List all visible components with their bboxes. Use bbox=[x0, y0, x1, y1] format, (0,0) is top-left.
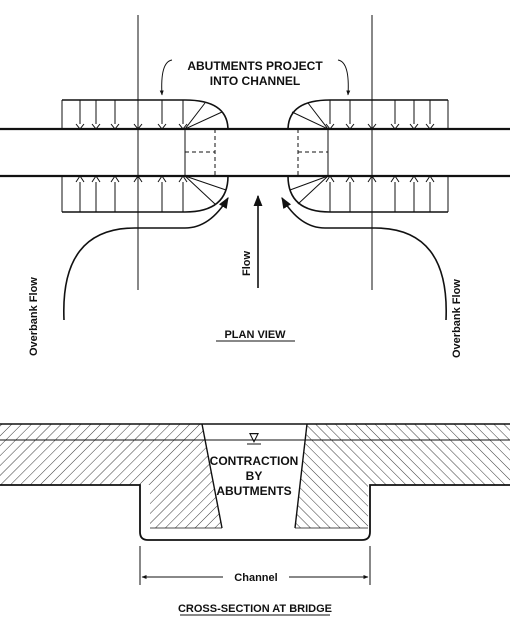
right-abutment-face bbox=[294, 423, 308, 529]
overbank-flow-arrow-right bbox=[281, 197, 447, 321]
left-abutment-section bbox=[0, 424, 222, 528]
ground-profile bbox=[0, 484, 510, 541]
channel-label: Channel bbox=[234, 572, 277, 584]
flow-label-center: Flow bbox=[241, 251, 253, 276]
overbank-flow-arrow-left bbox=[63, 197, 229, 321]
right-abutment bbox=[287, 99, 449, 213]
callout-line-2: INTO CHANNEL bbox=[210, 74, 300, 88]
overbank-flow-label-right: Overbank Flow bbox=[451, 279, 463, 358]
plan-view: ABUTMENTS PROJECT INTO CHANNEL Flow Over… bbox=[0, 15, 510, 358]
callout-leader-left bbox=[159, 59, 173, 96]
overbank-flow-label-left: Overbank Flow bbox=[28, 277, 40, 356]
water-surface-symbol: ▽ bbox=[248, 430, 259, 444]
contraction-label-line-2: BY bbox=[246, 469, 263, 483]
section-view-title: CROSS-SECTION AT BRIDGE bbox=[178, 603, 332, 615]
callout-line-1: ABUTMENTS PROJECT bbox=[187, 59, 323, 73]
plan-view-title: PLAN VIEW bbox=[224, 329, 286, 341]
contraction-label-line-3: ABUTMENTS bbox=[216, 484, 291, 498]
cross-section: ▽ CONTRACTION BY ABUTMENTS Channel CROSS… bbox=[0, 423, 510, 616]
left-abutment-face bbox=[201, 423, 223, 529]
right-abutment-section bbox=[295, 424, 510, 528]
contraction-label-line-1: CONTRACTION bbox=[210, 454, 299, 468]
left-abutment bbox=[61, 99, 229, 213]
callout-leader-right bbox=[337, 59, 351, 96]
